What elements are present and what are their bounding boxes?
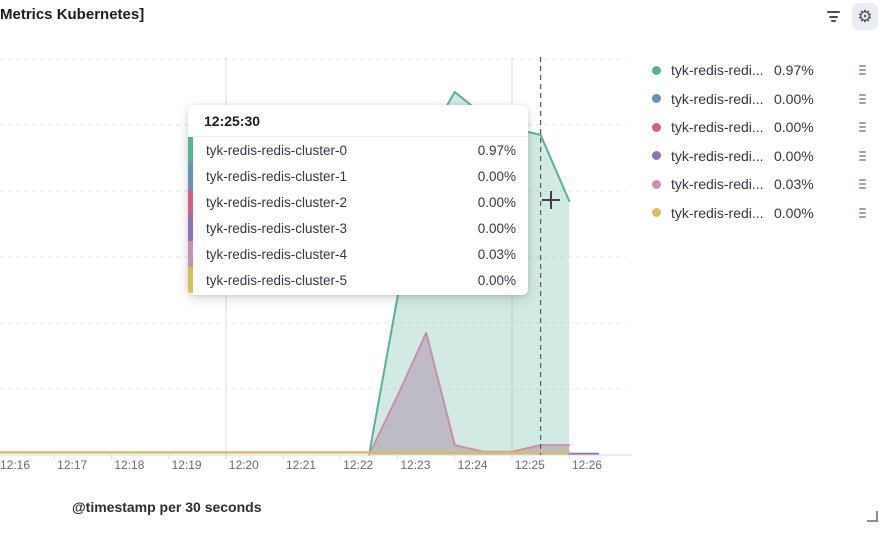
x-axis-label: 12:23 [400,458,431,472]
x-axis-label: 12:16 [0,458,31,472]
legend-label: tyk-redis-redi... [671,204,764,221]
panel-toolbar: ⚙ [820,0,880,30]
tooltip-series-value: 0.00% [477,220,516,236]
legend-color-dot [652,151,661,161]
legend-value: 0.00% [774,90,814,107]
panel-title: Metrics Kubernetes] [0,6,145,23]
x-axis-label: 12:24 [457,458,488,472]
legend-color-dot [652,65,661,75]
tooltip-series-label: tyk-redis-redis-cluster-3 [206,220,348,236]
tooltip-series-value: 0.03% [477,246,516,262]
filter-lines-icon[interactable] [820,4,846,30]
legend-label: tyk-redis-redi... [671,119,764,136]
drag-handle-icon[interactable] [859,150,866,161]
series-area [369,332,570,455]
tooltip-series-label: tyk-redis-redis-cluster-4 [206,246,348,262]
tooltip-series-swatch [188,137,193,163]
tooltip-series-label: tyk-redis-redis-cluster-0 [206,142,348,158]
drag-handle-icon[interactable] [859,65,866,76]
x-axis-label: 12:25 [514,458,545,472]
legend-value: 0.00% [774,119,814,136]
legend-item[interactable]: tyk-redis-redi... 0.00% [646,199,872,228]
tooltip-row: tyk-redis-redis-cluster-5 0.00% [188,267,528,293]
x-axis-label: 12:21 [285,458,317,472]
tooltip-row: tyk-redis-redis-cluster-3 0.00% [188,215,528,241]
gear-icon: ⚙ [857,7,873,26]
tooltip-series-value: 0.97% [477,142,516,158]
x-axis-label: 12:18 [114,458,145,472]
series-line [368,331,571,456]
tooltip-series-swatch [188,163,193,189]
chart-tooltip: 12:25:30 tyk-redis-redis-cluster-0 0.97% t… [188,105,528,295]
legend-value: 0.97% [774,62,814,79]
legend-item[interactable]: tyk-redis-redi... 0.00% [646,113,872,142]
legend-color-dot [652,179,661,189]
legend-item[interactable]: tyk-redis-redi... 0.00% [646,142,872,171]
legend-item[interactable]: tyk-redis-redi... 0.03% [646,170,872,199]
tooltip-row: tyk-redis-redis-cluster-1 0.00% [188,163,528,189]
legend-label: tyk-redis-redi... [671,147,764,164]
legend: tyk-redis-redi... 0.97% tyk-redis-redi... 0… [646,56,872,227]
tooltip-row: tyk-redis-redis-cluster-4 0.03% [188,241,528,267]
legend-color-dot [652,122,661,132]
x-axis-label: 12:22 [343,458,374,472]
legend-label: tyk-redis-redi... [671,176,764,193]
plus-crosshair-cursor [542,191,560,209]
x-axis-label: 12:26 [571,458,603,472]
tooltip-header: 12:25:30 [188,105,528,137]
tooltip-series-swatch [188,241,193,267]
drag-handle-icon[interactable] [859,207,866,218]
legend-label: tyk-redis-redi... [671,62,764,79]
resize-handle-icon[interactable] [867,511,878,522]
gear-button[interactable]: ⚙ [852,3,878,30]
drag-handle-icon[interactable] [859,93,866,104]
tooltip-row: tyk-redis-redis-cluster-2 0.00% [188,189,528,215]
legend-item[interactable]: tyk-redis-redi... 0.97% [646,56,872,85]
tooltip-series-swatch [188,215,193,241]
tooltip-series-label: tyk-redis-redis-cluster-1 [206,168,348,184]
legend-color-dot [652,94,661,104]
tooltip-series-value: 0.00% [477,272,516,288]
x-axis-label: 12:19 [171,458,202,472]
drag-handle-icon[interactable] [859,122,866,133]
tooltip-series-label: tyk-redis-redis-cluster-5 [206,272,348,288]
filter-bar [826,11,840,13]
tooltip-series-value: 0.00% [477,168,516,184]
tooltip-rows: tyk-redis-redis-cluster-0 0.97% tyk-redis-… [188,137,528,295]
tooltip-series-swatch [188,189,193,215]
legend-value: 0.00% [774,147,814,164]
filter-bar [830,20,836,22]
tooltip-row: tyk-redis-redis-cluster-0 0.97% [188,137,528,163]
legend-item[interactable]: tyk-redis-redi... 0.00% [646,85,872,114]
tooltip-series-swatch [188,267,193,293]
filter-bar [828,15,838,18]
tooltip-series-label: tyk-redis-redis-cluster-2 [206,194,348,210]
x-axis-label: 12:17 [57,458,88,472]
x-axis-title: @timestamp per 30 seconds [72,499,262,515]
x-axis-label: 12:20 [228,458,259,472]
legend-label: tyk-redis-redi... [671,90,764,107]
drag-handle-icon[interactable] [859,179,866,190]
legend-value: 0.03% [774,176,814,193]
legend-color-dot [652,208,661,218]
legend-value: 0.00% [774,204,814,221]
tooltip-series-value: 0.00% [477,194,516,210]
